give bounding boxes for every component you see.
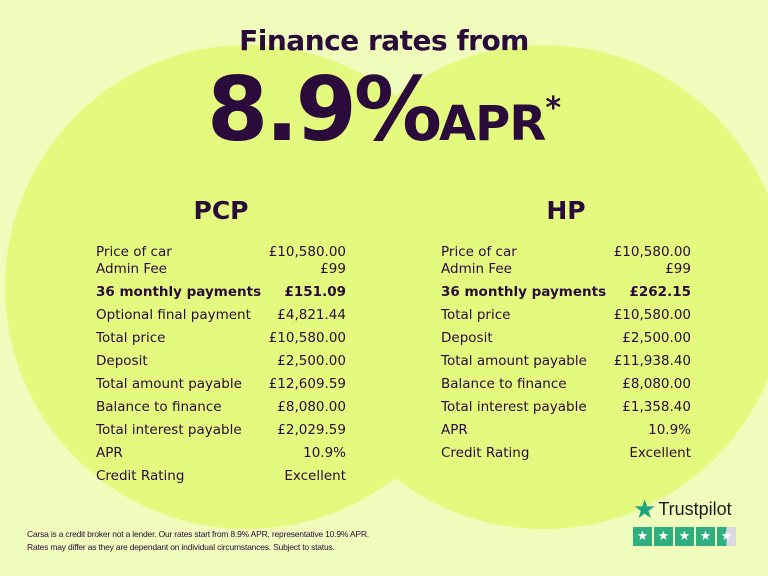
row-value: £8,080.00 bbox=[622, 376, 691, 392]
rating-star-icon: ★ bbox=[633, 527, 652, 546]
table-row: Admin Fee £99 bbox=[96, 260, 346, 283]
row-value: £10,580.00 bbox=[268, 330, 346, 346]
row-value: £11,938.40 bbox=[613, 353, 691, 369]
row-value: £10,580.00 bbox=[613, 244, 691, 260]
row-value: £10,580.00 bbox=[613, 307, 691, 323]
row-label: 36 monthly payments bbox=[96, 284, 262, 300]
table-row: Total price £10,580.00 bbox=[96, 329, 346, 352]
row-value: £2,500.00 bbox=[277, 353, 346, 369]
row-value: £2,500.00 bbox=[622, 330, 691, 346]
row-value: 10.9% bbox=[648, 422, 691, 438]
row-value: £262.15 bbox=[629, 284, 692, 300]
trustpilot-badge[interactable]: ★ Trustpilot ★ ★ ★ ★ ★ bbox=[633, 494, 736, 546]
table-row: Total amount payable £11,938.40 bbox=[441, 352, 691, 375]
table-row: Balance to finance £8,080.00 bbox=[441, 375, 691, 398]
table-row: 36 monthly payments £151.09 bbox=[96, 283, 346, 306]
rating-star-icon: ★ bbox=[675, 527, 694, 546]
trustpilot-name: Trustpilot bbox=[658, 498, 732, 519]
row-label: Total amount payable bbox=[96, 376, 242, 392]
rating-star-icon: ★ bbox=[654, 527, 673, 546]
row-label: Balance to finance bbox=[441, 376, 567, 392]
row-label: Balance to finance bbox=[96, 399, 222, 415]
row-label: Price of car bbox=[96, 244, 172, 260]
disclaimer-line-2: Rates may differ as they are dependant o… bbox=[27, 542, 335, 552]
table-row: Total price £10,580.00 bbox=[441, 306, 691, 329]
table-row: Balance to finance £8,080.00 bbox=[96, 398, 346, 421]
trustpilot-star-icon: ★ bbox=[633, 494, 657, 524]
row-value: £151.09 bbox=[284, 284, 347, 300]
table-row: Total interest payable £1,358.40 bbox=[441, 398, 691, 421]
row-label: Total price bbox=[96, 330, 166, 346]
row-value: £2,029.59 bbox=[277, 422, 346, 438]
table-row: Admin Fee £99 bbox=[441, 260, 691, 283]
row-value: Excellent bbox=[284, 468, 346, 484]
table-row: Optional final payment £4,821.44 bbox=[96, 306, 346, 329]
hp-heading: HP bbox=[546, 196, 586, 225]
table-row: 36 monthly payments £262.15 bbox=[441, 283, 691, 306]
table-row: Deposit £2,500.00 bbox=[441, 329, 691, 352]
row-label: Admin Fee bbox=[441, 261, 512, 277]
row-label: Credit Rating bbox=[441, 445, 530, 461]
headline: Finance rates from bbox=[239, 24, 529, 57]
table-row: Price of car £10,580.00 bbox=[441, 243, 691, 260]
row-label: Optional final payment bbox=[96, 307, 251, 323]
table-row: Total amount payable £12,609.59 bbox=[96, 375, 346, 398]
rating-star-icon: ★ bbox=[717, 527, 736, 546]
row-label: Deposit bbox=[96, 353, 148, 369]
table-row: Total interest payable £2,029.59 bbox=[96, 421, 346, 444]
row-value: 10.9% bbox=[303, 445, 346, 461]
row-label: APR bbox=[96, 445, 123, 461]
rate-value: 8.9% bbox=[206, 58, 442, 161]
row-label: 36 monthly payments bbox=[441, 284, 607, 300]
row-label: Price of car bbox=[441, 244, 517, 260]
row-value: £99 bbox=[665, 261, 691, 277]
row-label: Credit Rating bbox=[96, 468, 185, 484]
table-row: Price of car £10,580.00 bbox=[96, 243, 346, 260]
asterisk: * bbox=[545, 91, 562, 126]
row-value: £12,609.59 bbox=[268, 376, 346, 392]
row-label: Total interest payable bbox=[441, 399, 587, 415]
pcp-heading: PCP bbox=[193, 196, 249, 225]
row-value: £4,821.44 bbox=[277, 307, 346, 323]
rate-display: 8.9%APR* bbox=[0, 60, 768, 160]
row-label: Total price bbox=[441, 307, 511, 323]
row-label: Total amount payable bbox=[441, 353, 587, 369]
table-row: Deposit £2,500.00 bbox=[96, 352, 346, 375]
rating-star-icon: ★ bbox=[696, 527, 715, 546]
row-label: Admin Fee bbox=[96, 261, 167, 277]
table-row: APR 10.9% bbox=[441, 421, 691, 444]
row-value: £99 bbox=[320, 261, 346, 277]
row-label: Total interest payable bbox=[96, 422, 242, 438]
trustpilot-rating-stars: ★ ★ ★ ★ ★ bbox=[633, 527, 736, 546]
hp-table: HP Price of car £10,580.00 Admin Fee £99 36 … bbox=[441, 196, 691, 467]
rate-suffix: APR bbox=[439, 96, 546, 152]
row-value: £8,080.00 bbox=[277, 399, 346, 415]
table-row: APR 10.9% bbox=[96, 444, 346, 467]
disclaimer: Carsa is a credit broker not a lender. O… bbox=[27, 528, 369, 554]
row-label: APR bbox=[441, 422, 468, 438]
row-value: £10,580.00 bbox=[268, 244, 346, 260]
table-row: Credit Rating Excellent bbox=[96, 467, 346, 490]
table-row: Credit Rating Excellent bbox=[441, 444, 691, 467]
row-value: Excellent bbox=[629, 445, 691, 461]
row-value: £1,358.40 bbox=[622, 399, 691, 415]
row-label: Deposit bbox=[441, 330, 493, 346]
pcp-table: PCP Price of car £10,580.00 Admin Fee £99 36… bbox=[96, 196, 346, 490]
decorative-circle-right bbox=[302, 45, 768, 529]
disclaimer-line-1: Carsa is a credit broker not a lender. O… bbox=[27, 529, 369, 539]
